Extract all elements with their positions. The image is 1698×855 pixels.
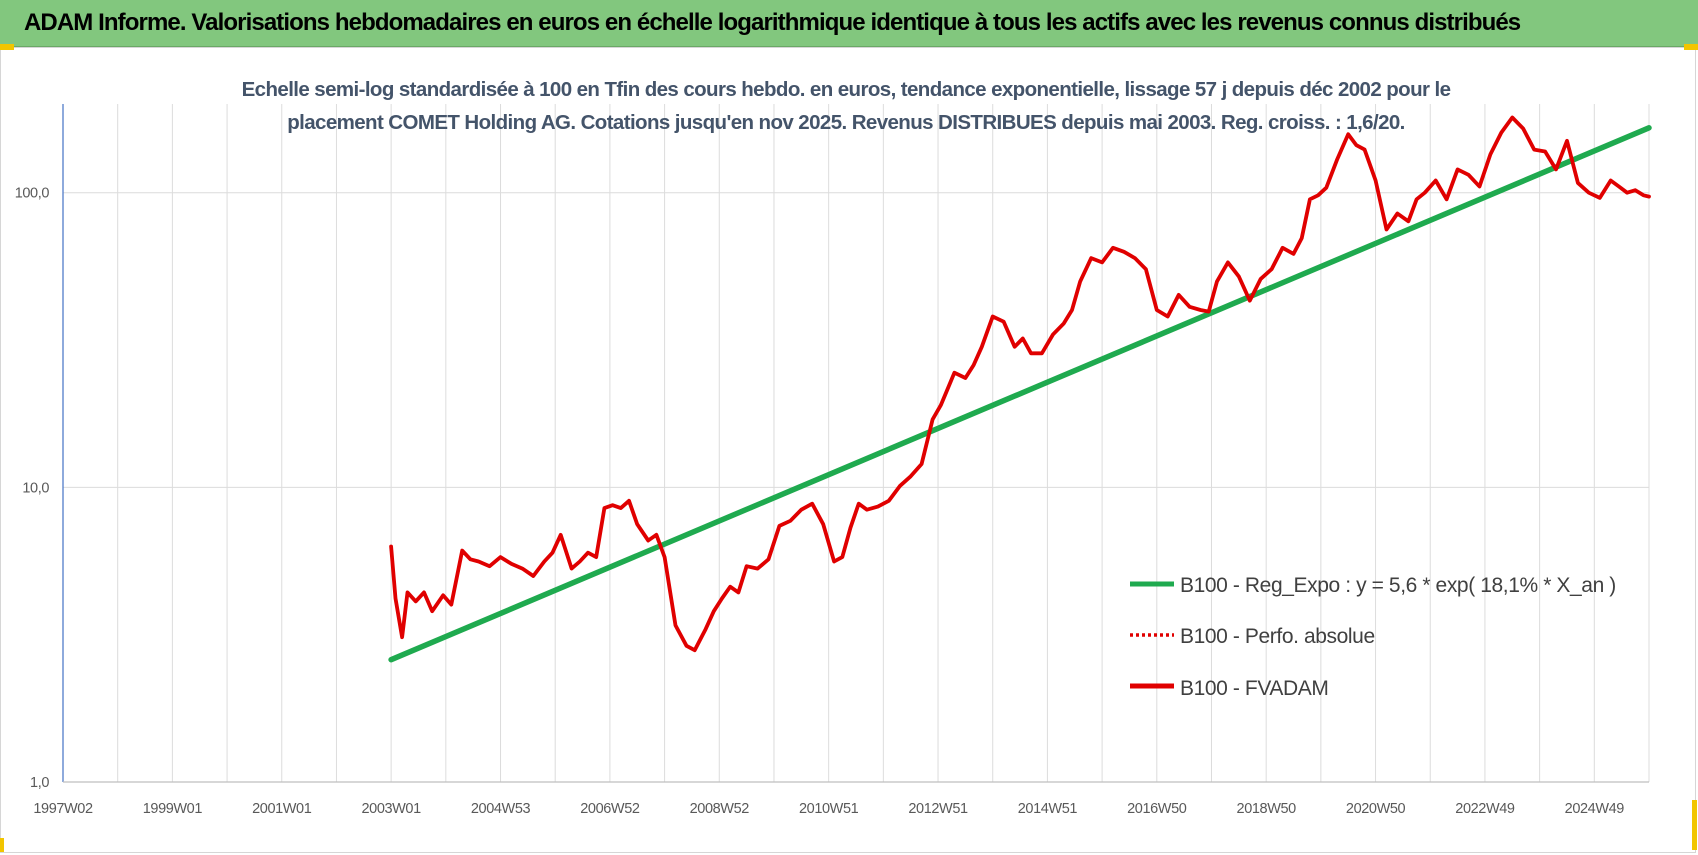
x-tick-label: 2004W53 xyxy=(471,801,531,817)
legend-label-trend: B100 - Reg_Expo : y = 5,6 * exp( 18,1% *… xyxy=(1180,574,1616,597)
x-tick-label: 2024W49 xyxy=(1565,801,1625,817)
corner-mark-top-right xyxy=(1684,44,1698,50)
x-tick-label: 2003W01 xyxy=(361,801,421,817)
y-tick-label: 100,0 xyxy=(15,186,50,202)
grid xyxy=(62,104,1650,783)
chart-subtitle-line-2: placement COMET Holding AG. Cotations ju… xyxy=(287,111,1405,134)
corner-mark-bottom-right xyxy=(1692,800,1697,850)
chart-frame xyxy=(0,47,1696,853)
plot-area xyxy=(388,115,1652,663)
x-tick-label: 2012W51 xyxy=(908,801,968,817)
series-line-fvadam xyxy=(389,115,1651,653)
axes: 1,0 10,0 100,0 1997W02 1999W01 2001W01 2003W01… xyxy=(15,104,1649,817)
chart-subtitle-line-1: Echelle semi-log standardisée à 100 en T… xyxy=(242,78,1451,101)
banner-title: ADAM Informe. Valorisations hebdomadaire… xyxy=(24,9,1521,36)
y-tick-label: 10,0 xyxy=(22,480,49,496)
x-tick-label: 2016W50 xyxy=(1127,801,1187,817)
x-tick-label: 1997W02 xyxy=(33,801,93,817)
title-banner: ADAM Informe. Valorisations hebdomadaire… xyxy=(0,0,1698,47)
legend-label-fvadam: B100 - FVADAM xyxy=(1180,677,1328,700)
x-tick-label: 2001W01 xyxy=(252,801,312,817)
x-tick-label: 2020W50 xyxy=(1346,801,1406,817)
x-tick-label: 2014W51 xyxy=(1018,801,1078,817)
x-tick-label: 2022W49 xyxy=(1455,801,1515,817)
corner-mark-top-left xyxy=(0,44,14,50)
legend: B100 - Reg_Expo : y = 5,6 * exp( 18,1% *… xyxy=(1130,574,1616,700)
y-tick-label: 1,0 xyxy=(30,775,49,791)
corner-mark-bottom-left xyxy=(0,838,4,852)
x-tick-label: 2006W52 xyxy=(580,801,640,817)
series-line-trend xyxy=(388,125,1652,663)
x-tick-label: 2010W51 xyxy=(799,801,859,817)
legend-label-perfo: B100 - Perfo. absolue xyxy=(1180,625,1375,648)
x-tick-label: 2008W52 xyxy=(690,801,750,817)
x-tick-label: 1999W01 xyxy=(143,801,203,817)
x-tick-label: 2018W50 xyxy=(1237,801,1297,817)
